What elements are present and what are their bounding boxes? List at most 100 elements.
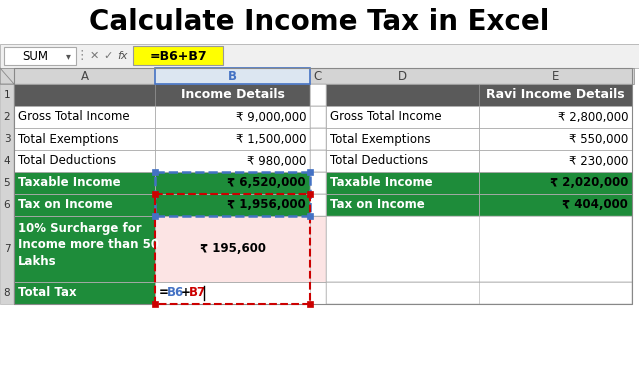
Bar (479, 106, 632, 128)
Text: =: = (159, 287, 169, 299)
Bar (155, 172, 310, 216)
Text: Total Exemptions: Total Exemptions (330, 132, 431, 145)
Text: ₹ 2,020,000: ₹ 2,020,000 (550, 177, 628, 189)
Text: ₹ 195,600: ₹ 195,600 (199, 243, 265, 255)
Bar (155, 194, 310, 216)
Bar (152, 301, 158, 307)
Text: Tax on Income: Tax on Income (330, 199, 425, 211)
Bar (14, 150, 155, 172)
Bar (326, 172, 479, 194)
Text: ✓: ✓ (104, 51, 112, 61)
Bar (14, 128, 155, 150)
Bar (14, 194, 155, 216)
Text: Ravi Income Details: Ravi Income Details (486, 88, 625, 102)
Bar (14, 282, 155, 304)
Text: B: B (228, 69, 237, 83)
Text: 5: 5 (4, 178, 10, 188)
Bar (155, 150, 310, 172)
Bar (479, 150, 632, 172)
Bar (326, 106, 479, 128)
Text: Lakhs: Lakhs (18, 255, 57, 268)
Bar (152, 169, 158, 175)
Text: ▾: ▾ (66, 51, 70, 61)
Text: ₹ 980,000: ₹ 980,000 (247, 155, 306, 167)
Text: Total Exemptions: Total Exemptions (18, 132, 119, 145)
Text: ✕: ✕ (89, 51, 98, 61)
Bar (155, 194, 310, 304)
Text: ₹ 404,000: ₹ 404,000 (562, 199, 628, 211)
Bar (307, 213, 313, 219)
Bar (479, 172, 632, 194)
Text: E: E (552, 69, 559, 83)
Bar (155, 282, 326, 304)
Text: ⋮: ⋮ (76, 50, 88, 62)
Bar (310, 106, 326, 128)
Text: C: C (314, 69, 322, 83)
Bar (310, 172, 326, 194)
Text: Gross Total Income: Gross Total Income (18, 110, 130, 124)
Bar (326, 194, 479, 216)
Bar (14, 68, 632, 304)
Text: Calculate Income Tax in Excel: Calculate Income Tax in Excel (89, 8, 550, 36)
Bar (152, 191, 158, 197)
Text: B7: B7 (189, 287, 206, 299)
Bar (326, 216, 632, 282)
Bar (326, 84, 632, 106)
Bar (14, 84, 310, 106)
Text: ₹ 6,520,000: ₹ 6,520,000 (227, 177, 306, 189)
Bar (307, 301, 313, 307)
Bar (310, 150, 326, 172)
Text: ₹ 550,000: ₹ 550,000 (569, 132, 628, 145)
Text: ₹ 230,000: ₹ 230,000 (569, 155, 628, 167)
Bar (152, 213, 158, 219)
Text: 4: 4 (4, 156, 10, 166)
Text: ₹ 1,956,000: ₹ 1,956,000 (227, 199, 306, 211)
Text: =B6+B7: =B6+B7 (149, 50, 207, 62)
Text: Total Deductions: Total Deductions (18, 155, 116, 167)
Text: 2: 2 (4, 112, 10, 122)
Bar (479, 194, 632, 216)
Text: 6: 6 (4, 200, 10, 210)
Bar (0, 68, 634, 84)
Text: ₹ 1,500,000: ₹ 1,500,000 (236, 132, 306, 145)
Bar (326, 282, 632, 304)
Bar (326, 128, 479, 150)
Bar (155, 216, 326, 282)
Text: 1: 1 (4, 90, 10, 100)
Bar (307, 191, 313, 197)
Bar (0, 84, 14, 304)
Text: 10% Surcharge for: 10% Surcharge for (18, 222, 142, 235)
Bar (0, 0, 639, 44)
Bar (133, 46, 223, 65)
Text: fx: fx (118, 51, 128, 61)
Bar (310, 84, 326, 106)
Text: B6: B6 (167, 287, 184, 299)
Bar (310, 128, 326, 150)
Bar (4, 47, 76, 65)
Text: 3: 3 (4, 134, 10, 144)
Text: Total Tax: Total Tax (18, 287, 77, 299)
Bar (14, 106, 155, 128)
Text: Income Details: Income Details (181, 88, 284, 102)
Bar (155, 128, 310, 150)
Text: Gross Total Income: Gross Total Income (330, 110, 442, 124)
Bar (155, 106, 310, 128)
Bar (326, 150, 479, 172)
Text: Total Deductions: Total Deductions (330, 155, 428, 167)
Bar (14, 172, 155, 194)
Bar (307, 169, 313, 175)
Text: 8: 8 (4, 288, 10, 298)
Text: Income more than 50: Income more than 50 (18, 239, 159, 251)
Text: +: + (181, 287, 191, 299)
Text: Taxable Income: Taxable Income (18, 177, 121, 189)
Text: D: D (398, 69, 407, 83)
Bar (155, 68, 310, 84)
Text: 7: 7 (4, 244, 10, 254)
Text: A: A (81, 69, 88, 83)
Bar (310, 194, 326, 216)
Bar (0, 44, 639, 68)
Text: Taxable Income: Taxable Income (330, 177, 433, 189)
Text: Tax on Income: Tax on Income (18, 199, 112, 211)
Bar (14, 84, 632, 304)
Bar (14, 216, 155, 282)
